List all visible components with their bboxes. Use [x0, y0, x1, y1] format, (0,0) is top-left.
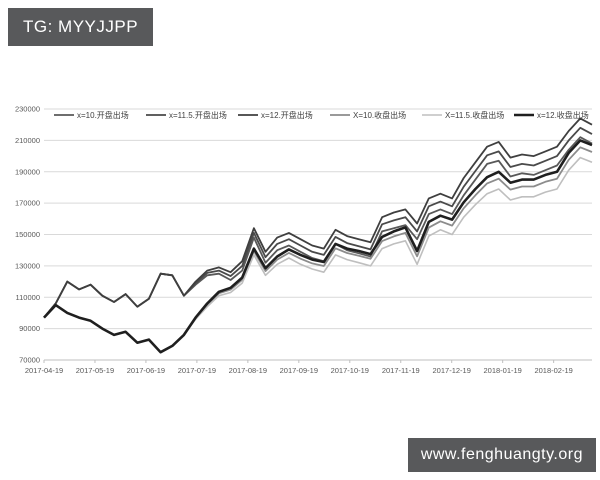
legend-label-1: x=11.5.开盘出场 — [169, 110, 227, 120]
legend-label-3: X=10.收盘出场 — [353, 110, 406, 120]
y-tick-label: 230000 — [15, 105, 40, 114]
legend-label-2: x=12.开盘出场 — [261, 110, 313, 120]
y-tick-label: 90000 — [19, 324, 40, 333]
y-tick-label: 150000 — [15, 230, 40, 239]
y-tick-label: 190000 — [15, 167, 40, 176]
legend-label-4: X=11.5.收盘出场 — [445, 110, 504, 120]
series-line-2 — [43, 117, 593, 319]
y-tick-label: 110000 — [16, 293, 40, 302]
x-tick-label: 2017-09-19 — [280, 366, 318, 375]
x-tick-label: 2017-04-19 — [25, 366, 63, 375]
y-tick-label: 210000 — [15, 136, 40, 145]
chart-canvas: 70000 90000 110000 130000 150000 170000 190000… — [15, 105, 593, 375]
x-tick-label: 2017-11-19 — [382, 366, 420, 375]
y-tick-label: 170000 — [15, 199, 40, 208]
x-tick-label: 2018-02-19 — [534, 366, 572, 375]
x-tick-label: 2017-12-19 — [433, 366, 471, 375]
x-tick-label: 2017-06-19 — [127, 366, 165, 375]
y-tick-label: 130000 — [15, 261, 40, 270]
x-tick-label: 2017-07-19 — [178, 366, 216, 375]
x-tick-label: 2017-10-19 — [331, 366, 369, 375]
legend-label-0: x=10.开盘出场 — [77, 110, 129, 120]
series-line-4 — [43, 156, 593, 354]
series-line-0 — [43, 136, 593, 319]
line-chart: 70000 90000 110000 130000 150000 170000 190000… — [0, 86, 600, 396]
y-tick-label: 70000 — [19, 356, 40, 365]
x-tick-label: 2017-08-19 — [229, 366, 267, 375]
series-line-5 — [43, 139, 593, 354]
header-badge: TG: MYYJJPP — [8, 8, 154, 46]
legend-label-5: x=12.收盘出场 — [537, 110, 589, 120]
x-tick-label: 2018-01-19 — [483, 366, 521, 375]
series-line-3 — [43, 146, 593, 354]
x-tick-label: 2017-05-19 — [76, 366, 114, 375]
footer-badge: www.fenghuangty.org — [407, 438, 596, 472]
